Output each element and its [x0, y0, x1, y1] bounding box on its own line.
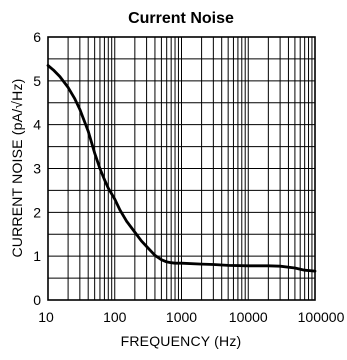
- grid: [48, 37, 315, 300]
- y-tick-label: 0: [33, 292, 41, 308]
- y-tick-label: 3: [33, 161, 41, 177]
- x-tick-labels: 10 100 1000 10000 100000: [38, 309, 344, 325]
- x-tick-label: 1000: [166, 309, 197, 325]
- chart-title: Current Noise: [128, 10, 234, 27]
- y-axis-label: CURRENT NOISE (pA/√Hz): [9, 78, 25, 257]
- y-tick-label: 2: [33, 204, 41, 220]
- current-noise-curve: [46, 64, 317, 273]
- x-tick-label: 10000: [229, 309, 268, 325]
- plot-frame: [47, 36, 316, 301]
- y-tick-label: 1: [33, 248, 41, 264]
- y-tick-label: 4: [33, 117, 41, 133]
- x-axis-label: FREQUENCY (Hz): [121, 333, 242, 349]
- y-tick-label: 5: [33, 73, 41, 89]
- x-tick-label: 100000: [298, 309, 345, 325]
- x-tick-label: 10: [38, 309, 54, 325]
- y-tick-labels: 0 1 2 3 4 5 6: [33, 29, 41, 308]
- x-tick-label: 100: [103, 309, 127, 325]
- y-tick-label: 6: [33, 29, 41, 45]
